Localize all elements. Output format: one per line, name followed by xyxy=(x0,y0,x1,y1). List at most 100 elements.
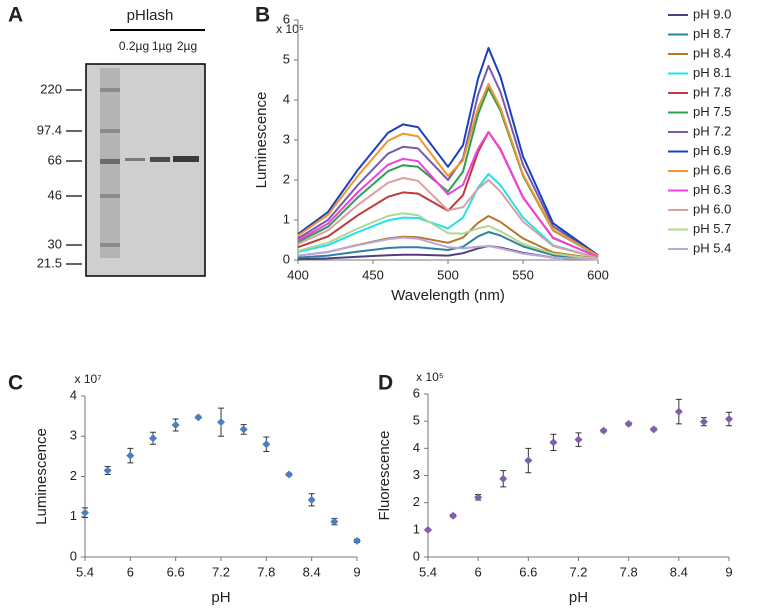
y-tick-label: 3 xyxy=(283,131,290,146)
legend-label: pH 8.7 xyxy=(693,26,731,41)
y-tick-label: 5 xyxy=(283,51,290,66)
point xyxy=(149,434,157,443)
y-tick-label: 1 xyxy=(70,508,77,523)
legend-label: pH 9.0 xyxy=(693,6,731,21)
point xyxy=(307,495,316,504)
lane-label: 0.2µg xyxy=(119,39,149,53)
point xyxy=(424,525,432,534)
point xyxy=(194,413,203,422)
x-tick-label: 6 xyxy=(475,564,482,579)
x-tick-label: 7.8 xyxy=(620,564,638,579)
legend-label: pH 6.3 xyxy=(693,182,731,197)
lane-label: 2µg xyxy=(177,39,197,53)
legend-label: pH 7.8 xyxy=(693,84,731,99)
y-tick-label: 1 xyxy=(413,521,420,536)
panel-letter: D xyxy=(378,372,393,395)
point xyxy=(262,440,271,449)
x-tick-label: 5.4 xyxy=(419,564,437,579)
legend-label: pH 5.7 xyxy=(693,221,731,236)
y-tick-label: 6 xyxy=(283,11,290,26)
y-tick-label: 2 xyxy=(413,494,420,509)
y-tick-label: 3 xyxy=(413,467,420,482)
y-tick-label: 4 xyxy=(413,440,420,455)
point xyxy=(725,414,733,423)
legend-label: pH 7.5 xyxy=(693,104,731,119)
ladder-band xyxy=(100,243,120,247)
x-tick-label: 9 xyxy=(353,564,360,579)
spectrum-line xyxy=(297,173,599,259)
x-axis-label: pH xyxy=(211,589,230,606)
y-tick-label: 0 xyxy=(283,251,290,266)
x-tick-label: 400 xyxy=(287,267,309,282)
x-tick-label: 500 xyxy=(437,267,459,282)
point xyxy=(217,418,225,427)
point xyxy=(285,470,293,479)
axis-multiplier: x 10⁷ xyxy=(74,372,101,386)
point xyxy=(171,420,180,429)
axis-multiplier: x 10⁵ xyxy=(416,370,444,384)
spectrum-line xyxy=(297,83,599,257)
gel-title: pHlash xyxy=(127,7,174,24)
spectrum-line xyxy=(297,177,599,259)
point xyxy=(474,493,483,502)
point xyxy=(699,417,708,426)
marker-label: 220 xyxy=(40,81,62,96)
legend-label: pH 8.4 xyxy=(693,45,731,60)
legend-label: pH 6.9 xyxy=(693,143,731,158)
point xyxy=(549,438,558,447)
marker-label: 97.4 xyxy=(37,122,62,137)
point xyxy=(449,511,458,520)
sample-band xyxy=(150,157,170,162)
marker-label: 21.5 xyxy=(37,255,62,270)
legend-label: pH 8.1 xyxy=(693,65,731,80)
point xyxy=(649,425,658,434)
axis-multiplier: x 10⁵ xyxy=(276,22,304,36)
y-tick-label: 4 xyxy=(70,387,77,402)
legend-label: pH 6.0 xyxy=(693,201,731,216)
x-tick-label: 450 xyxy=(362,267,384,282)
legend-label: pH 7.2 xyxy=(693,123,731,138)
y-tick-label: 0 xyxy=(70,548,77,563)
x-tick-label: 5.4 xyxy=(76,564,94,579)
point xyxy=(499,474,508,483)
spectrum-line xyxy=(297,212,599,261)
point xyxy=(524,456,533,465)
sample-band xyxy=(173,156,199,162)
marker-label: 66 xyxy=(48,152,62,167)
y-axis-label: Luminescence xyxy=(253,92,270,189)
y-tick-label: 5 xyxy=(413,413,420,428)
x-tick-label: 600 xyxy=(587,267,609,282)
x-tick-label: 8.4 xyxy=(670,564,688,579)
point xyxy=(103,466,112,475)
ladder-band xyxy=(100,129,120,133)
y-tick-label: 2 xyxy=(283,171,290,186)
x-axis-label: pH xyxy=(569,589,588,606)
x-tick-label: 9 xyxy=(725,564,732,579)
spectrum-line xyxy=(297,87,599,257)
spectrum-line xyxy=(297,47,599,257)
x-tick-label: 7.2 xyxy=(569,564,587,579)
sample-band xyxy=(125,158,145,161)
point xyxy=(330,517,339,526)
y-tick-label: 3 xyxy=(70,428,77,443)
x-tick-label: 6.6 xyxy=(167,564,185,579)
y-tick-label: 4 xyxy=(283,91,290,106)
point xyxy=(574,435,583,444)
x-tick-label: 6.6 xyxy=(519,564,537,579)
marker-label: 30 xyxy=(48,236,62,251)
lane-label: 1µg xyxy=(152,39,172,53)
point xyxy=(239,425,248,434)
legend-label: pH 6.6 xyxy=(693,162,731,177)
y-tick-label: 0 xyxy=(413,548,420,563)
spectrum-line xyxy=(297,236,599,261)
panel-letter: B xyxy=(255,4,270,27)
y-axis-label: Fluorescence xyxy=(376,430,393,520)
panel-letter: A xyxy=(8,4,23,27)
y-axis-label: Luminescence xyxy=(33,428,50,525)
point xyxy=(353,536,361,545)
legend-label: pH 5.4 xyxy=(693,240,731,255)
point xyxy=(81,508,89,517)
point xyxy=(674,407,683,416)
x-tick-label: 7.8 xyxy=(257,564,275,579)
x-axis-label: Wavelength (nm) xyxy=(391,287,505,304)
